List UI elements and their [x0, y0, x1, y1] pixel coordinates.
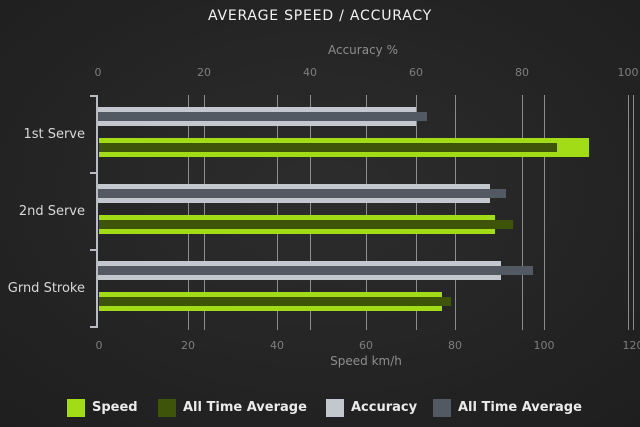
- legend-swatch-icon: [433, 398, 451, 417]
- tick-label-bottom: 120: [622, 339, 640, 352]
- legend-label: Speed: [92, 400, 138, 415]
- legend-swatch-icon: [326, 398, 344, 417]
- top-axis-title: Accuracy %: [327, 43, 399, 57]
- legend-label: Accuracy: [351, 400, 418, 415]
- tick-label-top: 40: [303, 66, 317, 79]
- legend-item: Speed: [67, 398, 138, 417]
- gridline: [188, 95, 189, 330]
- tick-label-bottom: 60: [359, 339, 373, 352]
- legend-item: All Time Average: [433, 398, 582, 417]
- bar-accuracy-alltime: [98, 112, 427, 121]
- gridline: [310, 95, 311, 330]
- bar-accuracy-alltime: [98, 266, 533, 275]
- y-axis-tick: [90, 249, 98, 251]
- gridline: [366, 95, 367, 330]
- bar-accuracy-alltime: [98, 189, 506, 198]
- tick-label-top: 20: [197, 66, 211, 79]
- chart-title: AVERAGE SPEED / ACCURACY: [207, 8, 433, 24]
- tick-label-bottom: 100: [533, 339, 555, 352]
- gridline: [628, 95, 629, 330]
- legend-item: All Time Average: [158, 398, 307, 417]
- bottom-axis-title: Speed km/h: [330, 354, 402, 368]
- gridline: [416, 95, 417, 330]
- gridline: [544, 95, 545, 330]
- gridline: [204, 95, 205, 330]
- tick-label-bottom: 20: [181, 339, 195, 352]
- gridline: [633, 95, 634, 330]
- tick-label-top: 80: [515, 66, 529, 79]
- bar-speed-alltime: [99, 220, 513, 229]
- gridline: [277, 95, 278, 330]
- y-axis-tick: [90, 95, 98, 97]
- tick-label-bottom: 80: [448, 339, 462, 352]
- gridline: [455, 95, 456, 330]
- tick-label-bottom: 40: [270, 339, 284, 352]
- tick-label-top: 60: [409, 66, 423, 79]
- y-axis-line: [96, 95, 98, 326]
- bar-speed-alltime: [99, 297, 451, 306]
- y-axis-tick: [90, 172, 98, 174]
- category-label: 2nd Serve: [18, 204, 85, 219]
- bar-speed-alltime: [99, 143, 557, 152]
- tick-label-bottom: 0: [95, 339, 103, 352]
- legend-label: All Time Average: [458, 400, 582, 415]
- legend-swatch-icon: [67, 398, 85, 417]
- gridline: [522, 95, 523, 330]
- y-axis-tick: [90, 326, 98, 328]
- legend-swatch-icon: [158, 398, 176, 417]
- tick-label-top: 100: [617, 66, 639, 79]
- category-label: 1st Serve: [23, 127, 85, 142]
- tick-label-top: 0: [94, 66, 102, 79]
- legend-label: All Time Average: [183, 400, 307, 415]
- category-label: Grnd Stroke: [7, 281, 85, 296]
- legend-item: Accuracy: [326, 398, 417, 417]
